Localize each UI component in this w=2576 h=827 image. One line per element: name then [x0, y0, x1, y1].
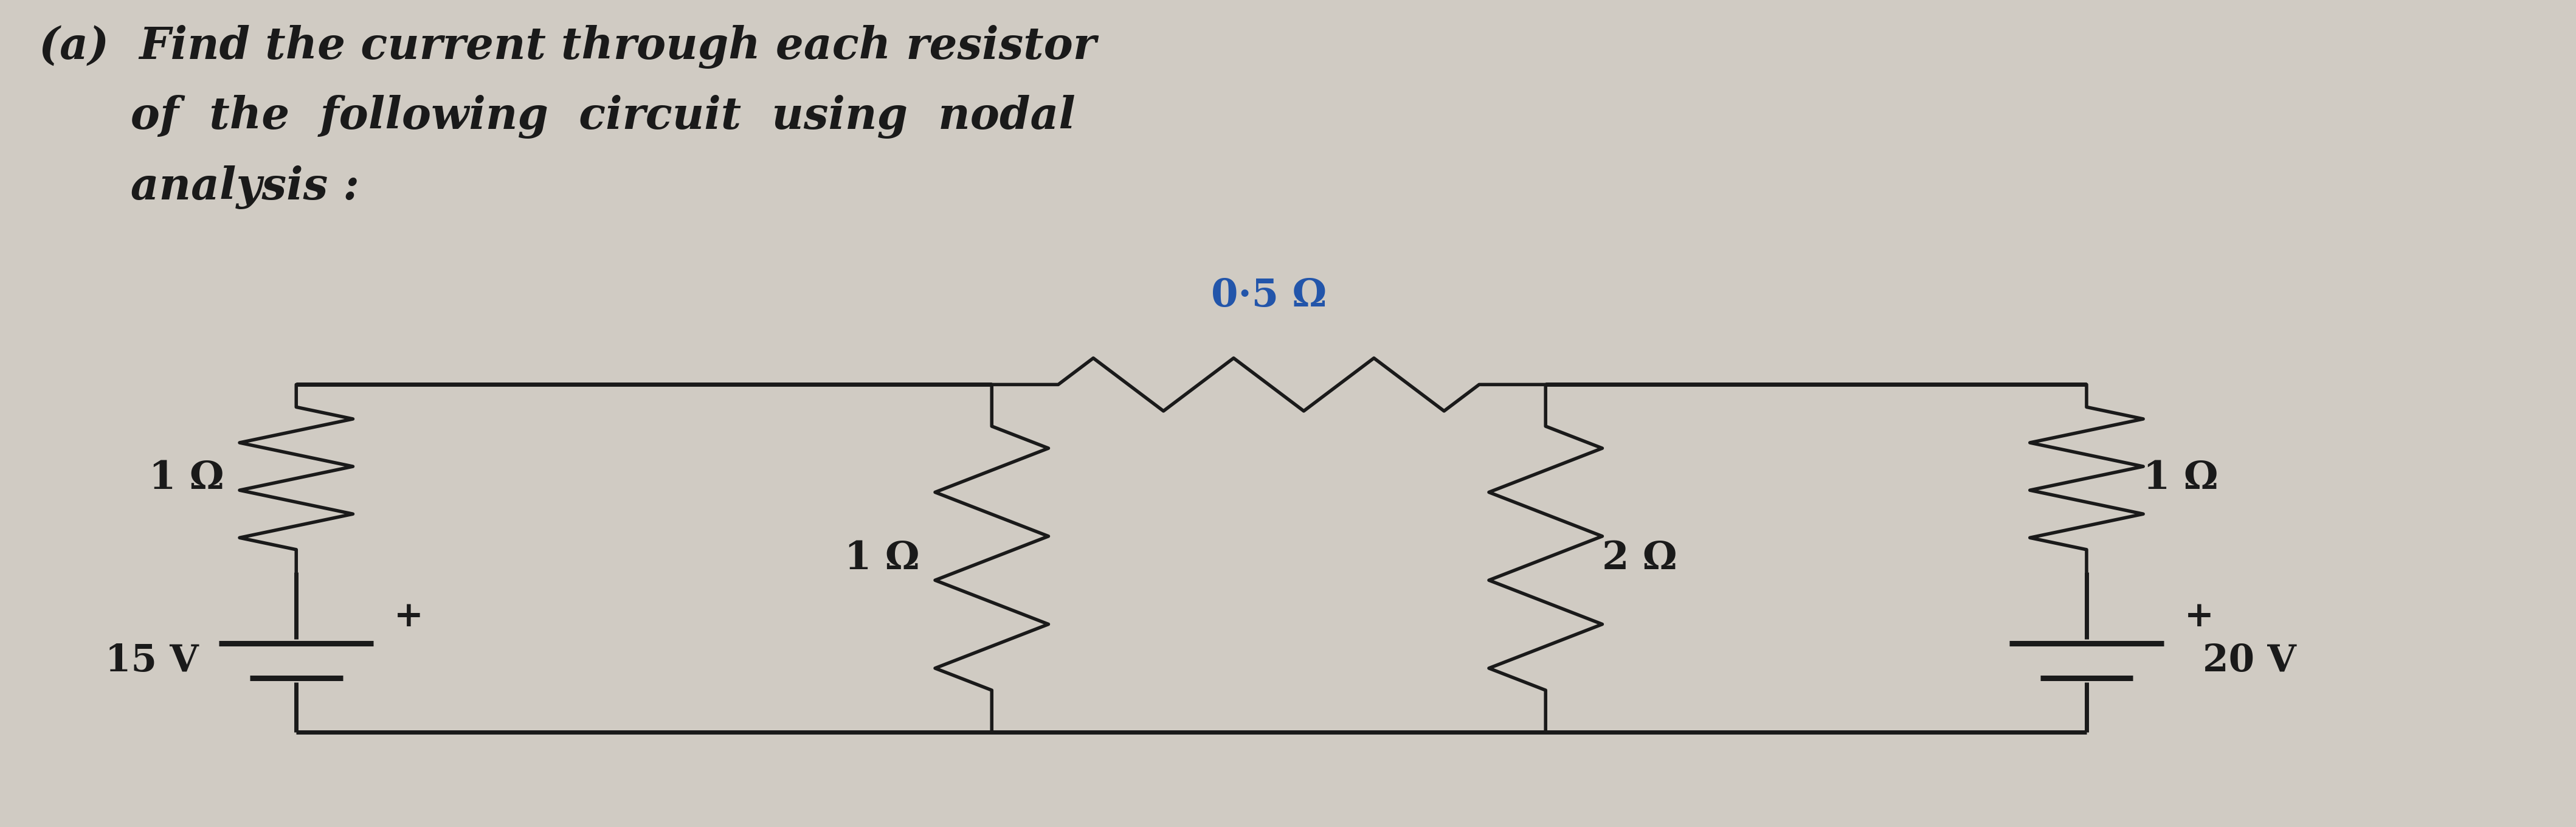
Text: 0·5 Ω: 0·5 Ω: [1211, 277, 1327, 314]
Text: of  the  following  circuit  using  nodal: of the following circuit using nodal: [39, 95, 1074, 139]
Text: 15 V: 15 V: [106, 643, 198, 679]
Text: +: +: [2184, 600, 2215, 633]
Text: 1 Ω: 1 Ω: [845, 540, 920, 576]
Text: analysis :: analysis :: [39, 165, 358, 209]
Text: +: +: [394, 600, 425, 633]
Text: 1 Ω: 1 Ω: [149, 460, 224, 497]
Text: 20 V: 20 V: [2202, 643, 2295, 679]
Text: 1 Ω: 1 Ω: [2143, 460, 2218, 497]
Text: 2 Ω: 2 Ω: [1602, 540, 1677, 576]
Text: (a)  Find the current through each resistor: (a) Find the current through each resist…: [39, 25, 1095, 69]
